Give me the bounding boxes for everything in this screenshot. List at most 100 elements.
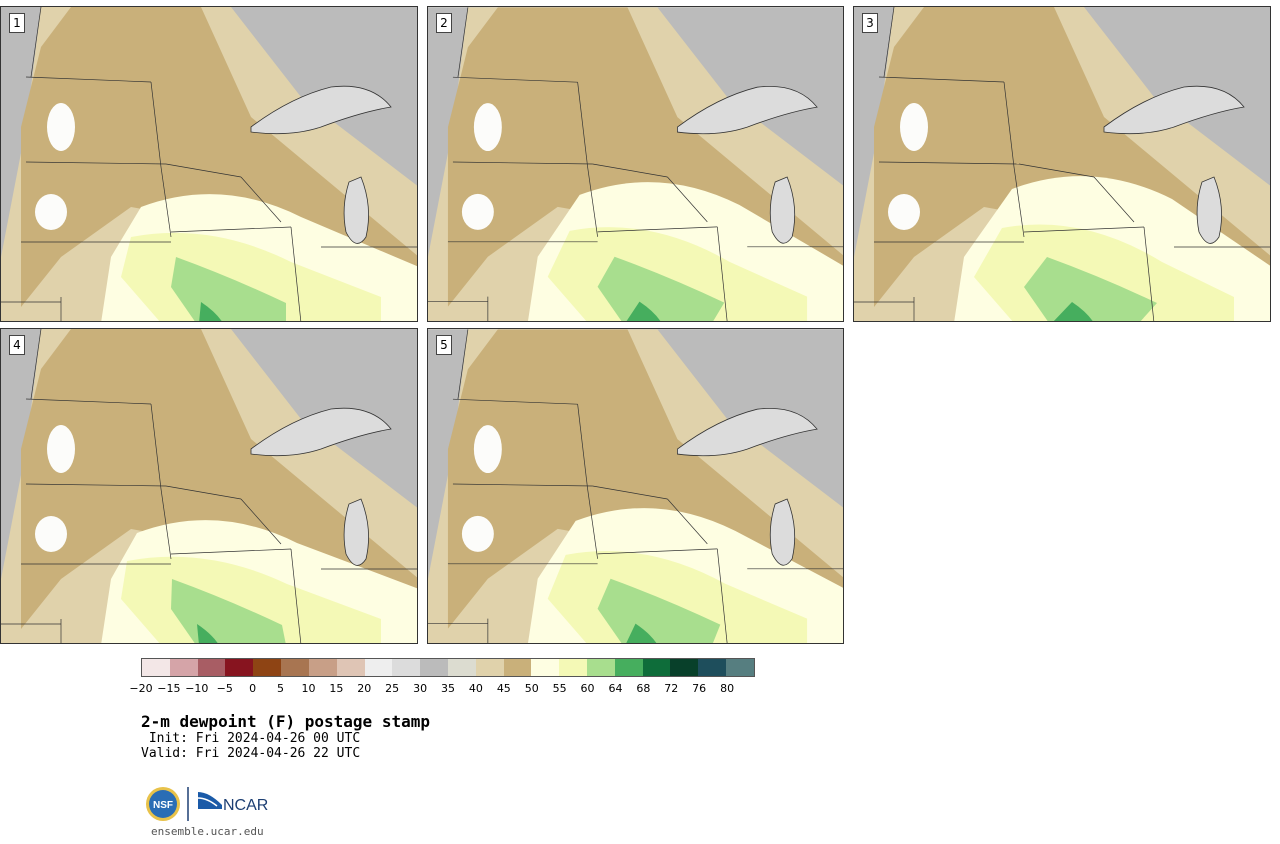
white-patch (35, 516, 67, 552)
state-boundary (1093, 176, 1135, 223)
colorbar-tick-label: 68 (636, 682, 651, 695)
colorbar-segment (142, 659, 170, 676)
state-boundary (592, 163, 668, 178)
lake-michigan (1196, 176, 1222, 244)
sponsor-logos: NSF NCAR (143, 784, 283, 826)
svg-text:NCAR: NCAR (223, 797, 268, 814)
dark-green-region (1053, 302, 1093, 321)
colorbar-segment (503, 659, 532, 676)
colorbar-tick-label: −20 (129, 682, 153, 695)
colorbar-tick-label: 50 (524, 682, 539, 695)
colorbar-tick-label: −10 (185, 682, 209, 695)
colorbar-segment (253, 659, 282, 676)
state-boundary (452, 76, 578, 83)
white-patch (461, 193, 494, 230)
state-boundary (25, 161, 167, 165)
lake-superior (250, 407, 392, 457)
colorbar-segment (642, 659, 671, 676)
colorbar-segment (364, 659, 393, 676)
colorbar-segment (447, 659, 476, 676)
dark-green-region (626, 301, 661, 321)
ncar-logo-icon: NCAR (197, 792, 268, 814)
green-region (1024, 257, 1157, 321)
state-boundary (25, 398, 152, 405)
state-boundary (150, 81, 172, 238)
colorbar-segment (475, 659, 504, 676)
colorbar-segment (587, 659, 615, 676)
state-boundary (170, 548, 292, 555)
state-boundary (597, 548, 718, 555)
panel-number-label: 5 (436, 335, 452, 355)
state-boundary (240, 176, 282, 223)
valid-time: Valid: Fri 2024-04-26 22 UTC (141, 746, 361, 761)
panel-number-label: 3 (862, 13, 878, 33)
state-boundary (165, 163, 242, 178)
colorbar-tick-label: 5 (277, 682, 285, 695)
colorbar-tick-label: −5 (216, 682, 233, 695)
colorbar-segment (420, 659, 448, 676)
state-boundary (878, 76, 1005, 83)
colorbar-tick-label: 40 (468, 682, 483, 695)
colorbar-tick-label: 25 (385, 682, 400, 695)
state-boundary (667, 176, 708, 223)
white-patch (47, 103, 75, 151)
white-patch (35, 194, 67, 230)
state-boundary (25, 483, 167, 487)
svg-text:NSF: NSF (153, 800, 173, 811)
colorbar-tick-label: 60 (580, 682, 595, 695)
colorbar-segment (670, 659, 699, 676)
colorbar-segment (308, 659, 337, 676)
state-boundary (452, 483, 593, 487)
colorbar-segment (698, 659, 727, 676)
white-patch (900, 103, 928, 151)
init-time: Init: Fri 2024-04-26 00 UTC (141, 731, 361, 746)
panel-number-label: 1 (9, 13, 25, 33)
white-patch (47, 425, 75, 473)
white-patch (461, 515, 494, 552)
lake-superior (1103, 85, 1245, 135)
state-boundary (716, 548, 728, 643)
panel-number-label: 2 (436, 13, 452, 33)
green-region (597, 256, 725, 321)
panel-2: 2 (427, 6, 844, 322)
state-boundary (577, 404, 598, 559)
dark-green-region (626, 623, 657, 643)
state-boundary (452, 161, 593, 165)
panel-5: 5 (427, 328, 844, 644)
lake-michigan (769, 176, 796, 244)
state-boundary (170, 226, 292, 233)
state-boundary (667, 498, 708, 545)
state-boundary (25, 76, 152, 83)
lake-superior (250, 85, 392, 135)
state-boundary (165, 485, 242, 500)
colorbar-segment (225, 659, 254, 676)
dewpoint-map-1 (1, 7, 417, 321)
state-boundary (1143, 226, 1155, 321)
lake-michigan (343, 176, 369, 244)
state-boundary (1003, 81, 1025, 238)
state-boundary (30, 329, 42, 400)
dewpoint-map-5 (428, 329, 843, 643)
panel-number-label: 4 (9, 335, 25, 355)
colorbar-tick-label: −15 (157, 682, 181, 695)
dewpoint-map-2 (428, 7, 843, 321)
white-patch (473, 103, 502, 152)
state-boundary (1018, 163, 1095, 178)
state-boundary (150, 403, 172, 560)
colorbar-tick-label: 80 (720, 682, 735, 695)
dark-green-region (199, 302, 222, 321)
white-patch (888, 194, 920, 230)
colorbar-segment (169, 659, 198, 676)
lake-superior (677, 86, 818, 135)
state-boundary (457, 7, 469, 78)
colorbar-segment (336, 659, 365, 676)
white-patch (473, 425, 502, 474)
state-boundary (240, 498, 282, 545)
colorbar-tick-label: 76 (692, 682, 707, 695)
state-boundary (452, 398, 578, 405)
nsf-logo-icon: NSF (146, 787, 180, 821)
colorbar-tick-label: 72 (664, 682, 679, 695)
colorbar-tick-label: 20 (357, 682, 372, 695)
site-url: ensemble.ucar.edu (151, 825, 264, 838)
plot-title: 2-m dewpoint (F) postage stamp (141, 712, 430, 731)
